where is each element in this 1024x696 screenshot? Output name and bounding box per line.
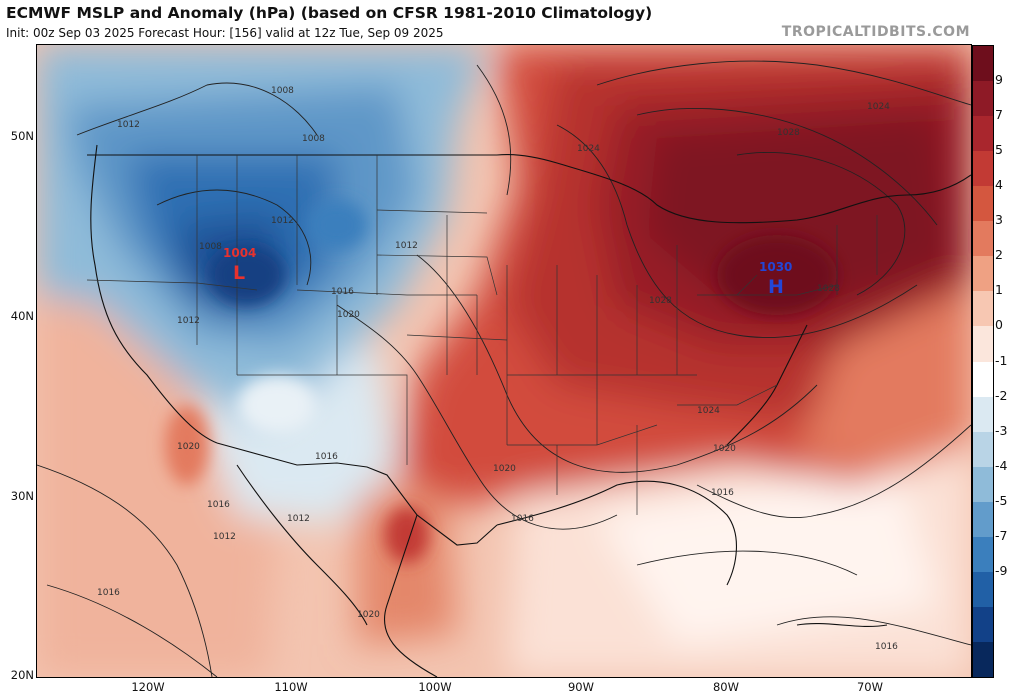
colorbar-segment (973, 256, 993, 292)
contour-label: 1008 (302, 134, 325, 144)
colorbar-tick-label: 1 (995, 282, 1003, 298)
contour-label: 1016 (511, 514, 534, 524)
contour-label: 1012 (271, 216, 294, 226)
high-pressure-center: 1030 H (759, 260, 792, 298)
anomaly-colorbar (972, 45, 994, 678)
colorbar-tick-label: 4 (995, 177, 1003, 193)
contour-label: 1012 (395, 241, 418, 251)
contour-label: 1012 (213, 532, 236, 542)
lon-label-100w: 100W (418, 680, 452, 694)
low-pressure-center: 1004 L (223, 246, 256, 284)
low-pressure-value: 1004 (223, 246, 256, 260)
colorbar-tick-label: -2 (995, 387, 1008, 403)
map-title: ECMWF MSLP and Anomaly (hPa) (based on C… (6, 4, 653, 22)
high-pressure-letter: H (768, 276, 784, 298)
colorbar-segment (973, 221, 993, 257)
lat-label-50n: 50N (10, 129, 34, 143)
contour-label: 1024 (577, 144, 600, 154)
colorbar-tick-label: 3 (995, 212, 1003, 228)
anomaly-detail (165, 200, 837, 563)
lat-label-40n: 40N (10, 309, 34, 323)
lon-label-110w: 110W (274, 680, 308, 694)
contour-label: 1016 (207, 500, 230, 510)
colorbar-segment (973, 361, 993, 398)
contour-label: 1016 (315, 452, 338, 462)
contour-label: 1016 (711, 488, 734, 498)
map-panel: 1008 1008 1012 1012 1012 1012 1008 1016 … (36, 44, 972, 678)
high-pressure-value: 1030 (759, 260, 792, 274)
colorbar-segment (973, 536, 993, 573)
lon-label-70w: 70W (856, 680, 883, 694)
colorbar-tick-label: -4 (995, 457, 1008, 473)
colorbar-tick-label: 9 (995, 72, 1003, 88)
lon-label-90w: 90W (567, 680, 594, 694)
lat-label-20n: 20N (10, 668, 34, 682)
colorbar-tick-label: 5 (995, 142, 1003, 158)
country-boundaries (87, 144, 971, 677)
state-boundaries (86, 155, 878, 515)
colorbar-tick-label: -5 (995, 492, 1008, 508)
header: ECMWF MSLP and Anomaly (hPa) (based on C… (0, 0, 1024, 44)
colorbar-segment (973, 466, 993, 503)
colorbar-segment (973, 326, 993, 362)
colorbar-segment (973, 81, 993, 117)
contour-label: 1012 (177, 316, 200, 326)
colorbar-tick-label: 0 (995, 317, 1003, 333)
colorbar-segment (973, 291, 993, 327)
colorbar-tick-label: -7 (995, 527, 1008, 543)
site-credit: TROPICALTIDBITS.COM (781, 24, 970, 40)
colorbar-tick-label: -9 (995, 562, 1008, 578)
colorbar-segment (973, 186, 993, 222)
colorbar-segment (973, 606, 993, 643)
contour-label: 1020 (357, 610, 380, 620)
lon-label-120w: 120W (131, 680, 165, 694)
colorbar-tick-label: 2 (995, 247, 1003, 263)
low-pressure-letter: L (233, 262, 245, 284)
contour-label: 1016 (331, 287, 354, 297)
contour-label: 1008 (271, 86, 294, 96)
colorbar-segment (973, 641, 993, 678)
contour-label-group: 1008 1008 1012 1012 1012 1012 1008 1016 … (97, 86, 898, 652)
colorbar-tick-label: -3 (995, 422, 1008, 438)
colorbar-tick-label: 7 (995, 107, 1003, 123)
contour-label: 1024 (867, 102, 890, 112)
colorbar-segment (973, 151, 993, 187)
colorbar-segment (973, 431, 993, 468)
lat-label-30n: 30N (10, 489, 34, 503)
contour-label: 1028 (817, 284, 840, 294)
contour-label: 1028 (649, 296, 672, 306)
anomaly-fill (37, 45, 971, 677)
mslp-anomaly-map: 1008 1008 1012 1012 1012 1012 1008 1016 … (37, 45, 971, 677)
colorbar-segment (973, 501, 993, 538)
contour-label: 1028 (777, 128, 800, 138)
colorbar-segment (973, 571, 993, 608)
contour-label: 1024 (697, 406, 720, 416)
colorbar-segment (973, 396, 993, 433)
colorbar-segment (973, 46, 993, 82)
contour-label: 1012 (117, 120, 140, 130)
contour-label: 1020 (713, 444, 736, 454)
lon-label-80w: 80W (712, 680, 739, 694)
contour-label: 1008 (199, 242, 222, 252)
colorbar-segment (973, 116, 993, 152)
contour-label: 1020 (337, 310, 360, 320)
colorbar-tick-label: -1 (995, 352, 1008, 368)
contour-label: 1016 (97, 588, 120, 598)
isobar-contours (37, 60, 971, 677)
contour-label: 1020 (177, 442, 200, 452)
contour-label: 1020 (493, 464, 516, 474)
contour-label: 1016 (875, 642, 898, 652)
contour-label: 1012 (287, 514, 310, 524)
map-subtitle: Init: 00z Sep 03 2025 Forecast Hour: [15… (6, 26, 444, 40)
